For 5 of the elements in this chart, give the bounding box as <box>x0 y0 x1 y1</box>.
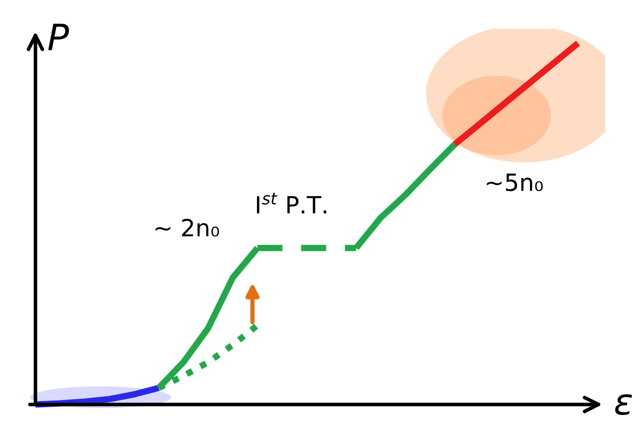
annotation: ~5n₀ <box>486 174 543 192</box>
y-axis-title: P <box>48 24 69 50</box>
x-axis-title: ε <box>615 394 632 415</box>
annotation: I$^{st}$ P.T. <box>256 192 326 214</box>
annotation: ~ 2n₀ <box>156 218 219 237</box>
